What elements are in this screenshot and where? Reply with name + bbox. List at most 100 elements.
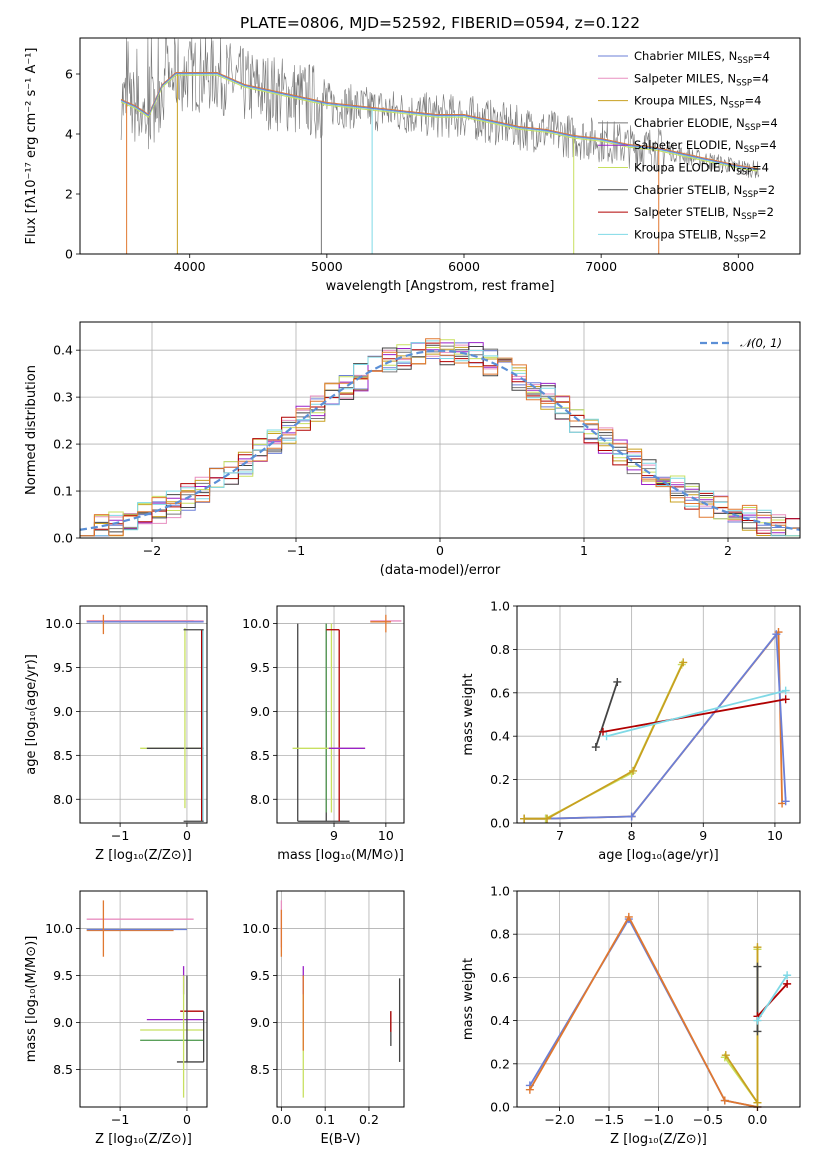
mass-weight-line — [756, 983, 788, 1017]
y-tick-label: 0.6 — [490, 685, 510, 700]
y-tick-label: 8.5 — [53, 1062, 73, 1077]
mass-vs-Z-plot-area — [80, 891, 207, 1107]
y-tick-label: 9.5 — [250, 660, 270, 675]
mass-weight-marker — [753, 1098, 762, 1107]
y-axis-label: Flux [fλ10⁻¹⁷ erg cm⁻² s⁻¹ A⁻¹] — [24, 48, 39, 245]
y-tick-label: 10.0 — [45, 616, 73, 631]
legend-entry: Chabrier STELIB, NSSP=2 — [634, 183, 775, 200]
legend-entry: Kroupa STELIB, NSSP=2 — [634, 227, 766, 244]
y-tick-label: 0.2 — [490, 772, 510, 787]
x-axis-label: age [log₁₀(age/yr)] — [598, 848, 719, 863]
x-tick-label: 6000 — [448, 259, 480, 274]
x-tick-label: 10 — [378, 828, 394, 843]
mass-weight-marker — [721, 1051, 730, 1060]
legend-entry: Salpeter ELODIE, NSSP=4 — [634, 138, 777, 155]
mass-weight-line — [725, 947, 759, 1104]
mass-weight-marker — [772, 630, 781, 639]
x-tick-label: 0 — [183, 828, 191, 843]
figure-title: PLATE=0806, MJD=52592, FIBERID=0594, z=0… — [240, 14, 640, 32]
model-spectrum-line — [120, 72, 758, 170]
normal-curve — [80, 349, 800, 531]
age-vs-mass-plot-area — [277, 606, 404, 823]
y-tick-label: 9.0 — [53, 704, 73, 719]
y-tick-label: 9.5 — [250, 968, 270, 983]
mass-weight-line — [594, 681, 619, 748]
mass-vs-EBV-frame — [276, 890, 405, 1108]
model-spectrum-line — [120, 72, 758, 169]
mass-weight-marker — [781, 695, 790, 704]
y-tick-label: 10.0 — [45, 921, 73, 936]
y-tick-label: 8.0 — [250, 792, 270, 807]
y-tick-label: 0.8 — [490, 642, 510, 657]
spectrum-data-line — [120, 38, 760, 179]
mass-weight-line — [529, 916, 758, 1108]
x-axis-label: E(B-V) — [320, 1132, 360, 1147]
x-tick-label: 0 — [436, 543, 444, 558]
x-tick-label: 5000 — [311, 259, 343, 274]
mass-weight-marker — [520, 814, 529, 823]
spectrum-frame — [79, 37, 801, 255]
age-vs-Z-panel: −1 0 8.0 8.5 9.0 9.5 10.0 Z [log₁₀(Z/Z⊙)] age [l… — [24, 605, 208, 863]
y-tick-label: 6 — [65, 67, 73, 82]
x-tick-label: 0 — [183, 1112, 191, 1127]
y-tick-label: 0.2 — [53, 437, 73, 452]
y-tick-label: 9.0 — [250, 1015, 270, 1030]
x-axis-label: Z [log₁₀(Z/Z⊙)] — [95, 848, 192, 863]
mass-weight-line — [756, 974, 788, 1022]
y-tick-label: 0.0 — [490, 1100, 510, 1115]
age-vs-mass-panel: 9 10 8.0 8.5 9.0 9.5 10.0 mass [log₁₀(M/M⊙)] — [242, 605, 405, 863]
legend-entry: Kroupa MILES, NSSP=4 — [634, 94, 761, 111]
massweight-vs-Z-plot-area — [517, 890, 800, 1111]
massweight-vs-Z-frame — [516, 890, 801, 1108]
legend-entry: Kroupa ELODIE, NSSP=4 — [634, 161, 769, 178]
y-tick-label: 1.0 — [490, 599, 510, 614]
mass-weight-marker — [783, 971, 792, 980]
y-tick-label: 10.0 — [242, 921, 270, 936]
x-tick-label: 9 — [699, 828, 707, 843]
y-tick-label: 8.5 — [250, 1062, 270, 1077]
mass-weight-line — [602, 698, 786, 733]
mass-vs-Z-frame — [79, 890, 208, 1108]
x-axis-label: Z [log₁₀(Z/Z⊙)] — [95, 1132, 192, 1147]
y-axis-label: mass [log₁₀(M/M⊙)] — [24, 936, 39, 1063]
model-spectrum-line — [120, 74, 758, 172]
mass-weight-marker — [598, 727, 607, 736]
mass-weight-marker — [629, 766, 638, 775]
y-tick-label: 0.0 — [53, 531, 73, 546]
y-axis-label: age [log₁₀(age/yr)] — [24, 654, 39, 775]
model-spectrum-line — [120, 73, 758, 171]
mass-weight-marker — [679, 658, 688, 667]
mass-weight-marker — [781, 686, 790, 695]
y-tick-label: 9.0 — [53, 1015, 73, 1030]
x-axis-label: mass [log₁₀(M/M⊙)] — [277, 848, 404, 863]
spectrum-panel: 4000 5000 6000 7000 8000 0 2 4 6 wavelength [Angs… — [24, 37, 801, 294]
x-tick-label: 1 — [580, 543, 588, 558]
x-tick-label: 4000 — [174, 259, 206, 274]
y-tick-label: 0 — [65, 247, 73, 262]
y-tick-label: 0.4 — [53, 343, 73, 358]
mass-weight-line — [524, 664, 683, 820]
x-tick-label: −1.0 — [643, 1112, 673, 1127]
age-vs-Z-plot-area — [80, 606, 207, 823]
y-tick-label: 8.5 — [53, 748, 73, 763]
x-tick-label: −2 — [143, 543, 161, 558]
mass-weight-marker — [543, 814, 552, 823]
y-axis-label: Normed distribution — [24, 365, 39, 495]
x-tick-label: 2 — [724, 543, 732, 558]
massweight-vs-age-frame — [516, 605, 801, 824]
massweight-vs-age-panel: 7 8 9 10 0.0 0.2 0.4 0.6 0.8 1.0 age [log₁₀(age/yr… — [461, 599, 801, 863]
y-tick-label: 8.5 — [250, 748, 270, 763]
mass-weight-marker — [753, 1027, 762, 1036]
y-tick-label: 4 — [65, 127, 73, 142]
x-tick-label: 8000 — [722, 259, 754, 274]
age-vs-mass-frame — [276, 605, 405, 824]
mass-weight-marker — [720, 1096, 729, 1105]
spectrum-plot-area — [120, 38, 760, 254]
x-tick-label: 10 — [767, 828, 783, 843]
x-tick-label: −1 — [287, 543, 305, 558]
mass-weight-line — [524, 633, 787, 820]
mass-weight-line — [606, 689, 786, 738]
mass-weight-marker — [525, 1085, 534, 1094]
y-tick-label: 0.4 — [490, 729, 510, 744]
